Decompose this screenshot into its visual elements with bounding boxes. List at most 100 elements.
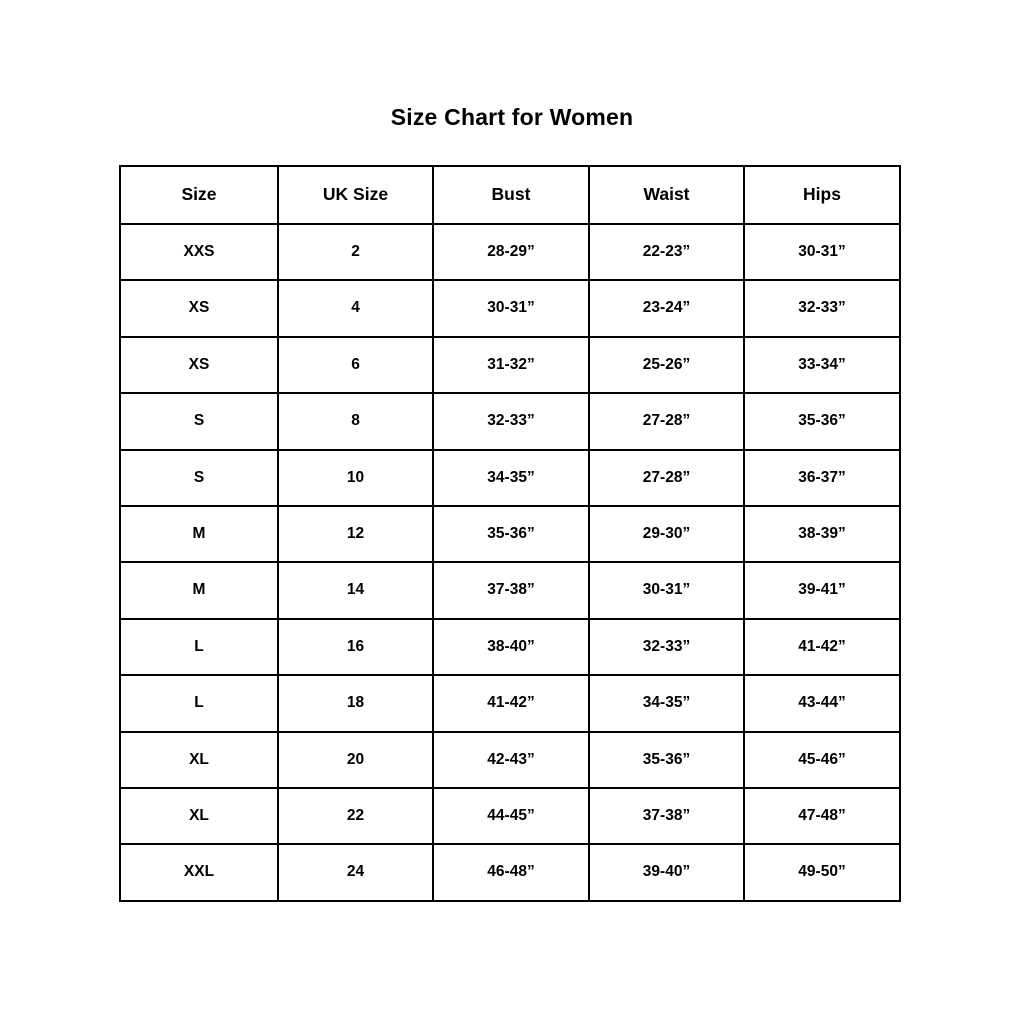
cell-size-value: XL [189,806,209,824]
cell-hips: 35-36” [743,392,901,451]
cell-bust: 46-48” [432,843,590,902]
table-row: L 18 41-42” 34-35” 43-44” [119,674,901,733]
cell-size: L [119,617,279,677]
cell-waist-value: 23-24” [642,299,691,317]
column-header-uk-size: UK Size [277,165,434,225]
cell-waist-value: 35-36” [642,750,691,768]
cell-uk-size: 18 [277,674,434,733]
cell-size: L [119,674,279,733]
cell-bust-value: 42-43” [487,750,535,768]
cell-uk-size-value: 24 [346,863,365,881]
cell-waist-value: 29-30” [642,524,691,542]
column-header-waist-label: Waist [643,184,690,204]
cell-bust-value: 41-42” [487,694,535,712]
cell-size: XL [119,786,279,846]
column-header-hips: Hips [743,165,901,225]
size-chart-container: Size UK Size Bust Waist Hips XXS 2 28-29” 2… [119,165,901,902]
cell-size: XXL [119,843,279,902]
cell-size-value: S [193,412,205,430]
cell-waist: 30-31” [588,561,745,620]
cell-uk-size: 14 [277,561,434,620]
cell-hips: 36-37” [743,448,901,507]
cell-bust-value: 44-45” [487,806,535,824]
cell-bust: 41-42” [432,674,590,733]
cell-size: XS [119,279,279,338]
column-header-uk-size-label: UK Size [322,184,389,204]
cell-bust: 34-35” [432,448,590,507]
cell-uk-size-value: 2 [351,243,360,260]
cell-hips-value: 41-42” [798,637,846,655]
cell-hips-value: 39-41” [798,581,846,599]
cell-waist: 23-24” [588,279,745,338]
cell-size: M [119,561,279,620]
cell-size-value: M [192,581,206,599]
cell-bust: 38-40” [432,617,590,677]
cell-uk-size-value: 16 [346,637,365,655]
cell-hips: 38-39” [743,504,901,564]
cell-uk-size: 6 [277,335,434,395]
cell-waist: 27-28” [588,392,745,451]
cell-bust-value: 30-31” [487,299,535,317]
cell-bust: 31-32” [432,335,590,395]
cell-hips-value: 35-36” [798,412,846,430]
cell-uk-size-value: 14 [346,581,365,599]
cell-bust: 35-36” [432,504,590,564]
cell-hips-value: 49-50” [798,863,846,881]
cell-hips: 47-48” [743,786,901,846]
cell-waist: 35-36” [588,730,745,789]
cell-bust-value: 31-32” [487,355,535,373]
cell-hips-value: 36-37” [798,468,846,486]
column-header-hips-label: Hips [803,184,841,204]
cell-uk-size: 22 [277,786,434,846]
cell-waist-value: 27-28” [642,468,691,486]
cell-size: S [119,392,279,451]
cell-uk-size: 2 [277,222,434,282]
cell-hips: 33-34” [743,335,901,395]
cell-waist-value: 30-31” [642,581,691,599]
cell-bust-value: 35-36” [487,524,535,542]
cell-bust-value: 32-33” [487,412,535,430]
cell-uk-size-value: 4 [351,299,360,317]
cell-uk-size: 16 [277,617,434,677]
cell-size: S [119,448,279,507]
cell-waist-value: 25-26” [642,355,691,373]
cell-uk-size: 10 [277,448,434,507]
cell-waist-value: 22-23” [642,243,691,260]
cell-hips: 32-33” [743,279,901,338]
page-title: Size Chart for Women [390,104,634,130]
cell-uk-size-value: 10 [346,468,365,486]
cell-hips: 45-46” [743,730,901,789]
cell-waist: 27-28” [588,448,745,507]
table-row: XS 4 30-31” 23-24” 32-33” [119,279,901,338]
cell-waist: 29-30” [588,504,745,564]
cell-size-value: XXS [183,243,215,260]
cell-waist: 37-38” [588,786,745,846]
cell-bust: 44-45” [432,786,590,846]
cell-uk-size-value: 12 [346,524,365,542]
table-row: XL 22 44-45” 37-38” 47-48” [119,786,901,846]
column-header-bust: Bust [432,165,590,225]
cell-waist: 25-26” [588,335,745,395]
table-row: XXL 24 46-48” 39-40” 49-50” [119,843,901,902]
cell-waist-value: 39-40” [642,863,691,881]
table-body: XXS 2 28-29” 22-23” 30-31” XS 4 30-31” 23-24” 32-… [119,222,901,902]
cell-hips-value: 32-33” [798,299,846,317]
cell-bust: 32-33” [432,392,590,451]
cell-size-value: L [194,694,204,712]
table-row: XS 6 31-32” 25-26” 33-34” [119,335,901,395]
cell-hips: 49-50” [743,843,901,902]
cell-waist: 34-35” [588,674,745,733]
cell-bust: 30-31” [432,279,590,338]
table-row: M 12 35-36” 29-30” 38-39” [119,504,901,564]
column-header-bust-label: Bust [491,184,531,204]
cell-uk-size-value: 6 [351,355,360,373]
cell-uk-size: 24 [277,843,434,902]
table-row: S 8 32-33” 27-28” 35-36” [119,392,901,451]
cell-waist-value: 37-38” [642,806,691,824]
cell-hips: 39-41” [743,561,901,620]
cell-waist: 22-23” [588,222,745,282]
column-header-size-label: Size [181,184,217,204]
cell-bust-value: 38-40” [487,637,535,655]
cell-size-value: XS [188,355,210,373]
cell-uk-size-value: 18 [346,694,365,712]
